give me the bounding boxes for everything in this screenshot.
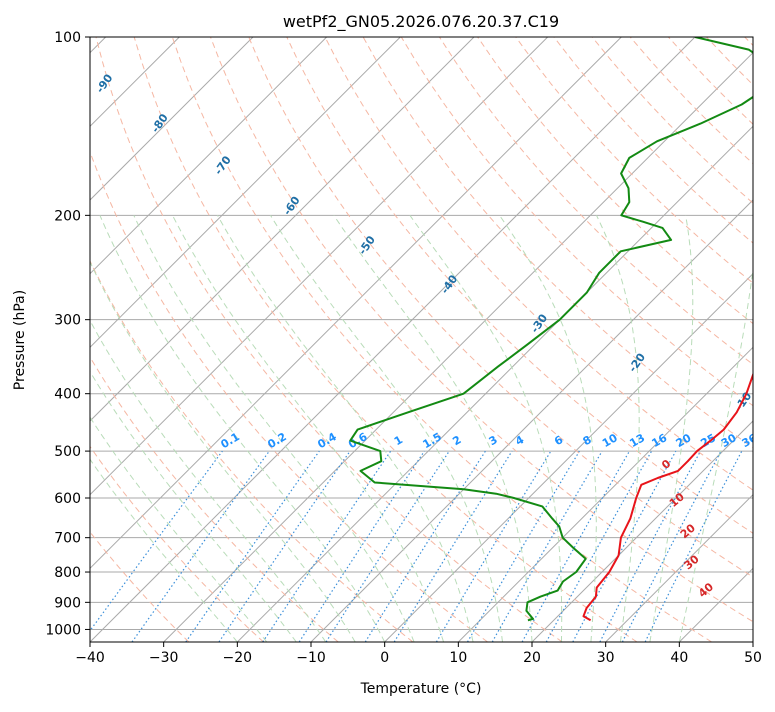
x-tick-label: 10 <box>449 650 467 666</box>
x-tick-label: −20 <box>223 650 253 666</box>
y-tick-label: 100 <box>54 30 81 46</box>
y-tick-label: 800 <box>54 565 81 581</box>
x-tick-label: 20 <box>523 650 541 666</box>
y-tick-label: 300 <box>54 313 81 329</box>
x-axis-label: Temperature (°C) <box>360 681 482 697</box>
x-tick-label: −10 <box>296 650 326 666</box>
chart-title: wetPf2_GN05.2026.076.20.37.C19 <box>283 12 559 32</box>
x-tick-label: −30 <box>149 650 179 666</box>
y-tick-label: 500 <box>54 444 81 460</box>
x-tick-label: 0 <box>380 650 389 666</box>
y-tick-label: 900 <box>54 595 81 611</box>
x-tick-label: 30 <box>597 650 615 666</box>
x-tick-label: −40 <box>75 650 105 666</box>
y-tick-label: 1000 <box>45 622 81 638</box>
y-tick-label: 400 <box>54 387 81 403</box>
y-tick-label: 700 <box>54 531 81 547</box>
y-axis-label: Pressure (hPa) <box>12 290 28 390</box>
x-tick-label: 40 <box>670 650 688 666</box>
y-tick-label: 600 <box>54 491 81 507</box>
x-tick-label: 50 <box>744 650 762 666</box>
y-tick-label: 200 <box>54 208 81 224</box>
